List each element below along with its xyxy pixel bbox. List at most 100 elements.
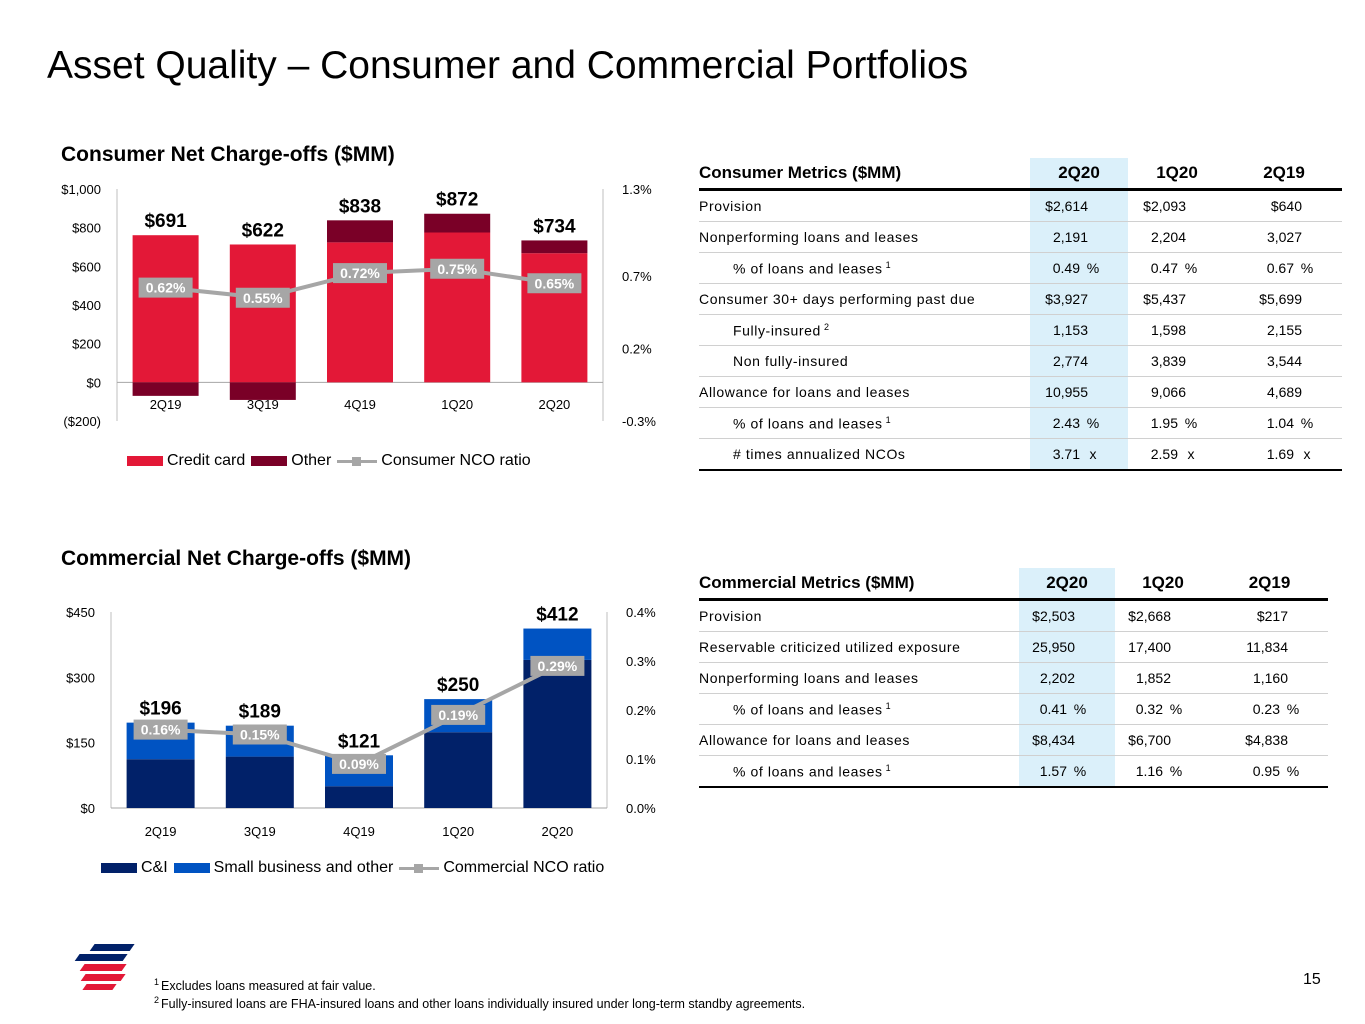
table-header-2q19: 2Q19 — [1226, 158, 1342, 191]
row-value: $5,699 — [1226, 283, 1342, 315]
nco-ratio-label: 0.72% — [340, 265, 380, 281]
row-value: $2,503 — [1019, 599, 1115, 632]
bank-flag-logo-icon — [74, 944, 135, 990]
table-row: % of loans and leases 1 0.49% 0.47% 0.67% — [699, 252, 1342, 284]
row-value: 0.23% — [1211, 693, 1328, 725]
bar-segment — [523, 628, 592, 660]
bar-segment — [523, 659, 592, 808]
row-value: 1,598 — [1128, 314, 1226, 346]
bar-segment — [521, 240, 588, 254]
row-label: Allowance for loans and leases — [699, 376, 1030, 408]
row-value: $3,927 — [1030, 283, 1128, 315]
nco-ratio-label: 0.16% — [141, 722, 181, 738]
y-right-tick-label: 0.7% — [622, 269, 652, 284]
nco-ratio-marker — [333, 263, 387, 284]
row-value: $2,668 — [1115, 599, 1211, 632]
x-tick-label: 3Q19 — [244, 824, 276, 839]
y-right-tick-label: -0.3% — [622, 414, 656, 429]
table-row: % of loans and leases 1 2.43% 1.95% 1.04% — [699, 407, 1342, 439]
y-left-tick-label: $400 — [72, 298, 101, 313]
y-left-tick-label: $1,000 — [61, 182, 101, 197]
nco-ratio-marker — [332, 753, 386, 774]
row-value: $217 — [1211, 599, 1328, 632]
nco-ratio-label: 0.19% — [438, 707, 478, 723]
row-value: 1,153 — [1030, 314, 1128, 346]
table-header-label: Commercial Metrics ($MM) — [699, 568, 1019, 601]
nco-ratio-marker — [138, 277, 193, 298]
bar-segment — [229, 244, 296, 383]
row-value: 2,191 — [1030, 221, 1128, 253]
row-value: 2.59 x — [1128, 438, 1226, 471]
nco-ratio-marker — [530, 655, 585, 676]
bar-segment — [132, 382, 199, 396]
row-label: Provision — [699, 599, 1019, 632]
x-tick-label: 4Q19 — [344, 397, 376, 412]
row-value: 1,852 — [1115, 662, 1211, 694]
bar-segment — [424, 232, 491, 383]
legend-other: Other — [251, 452, 331, 470]
y-left-tick-label: $450 — [66, 605, 95, 620]
y-left-tick-label: ($200) — [63, 414, 101, 429]
bar-total-label: $196 — [139, 699, 181, 720]
row-value: $4,838 — [1211, 724, 1328, 756]
row-value: 0.49% — [1030, 252, 1128, 284]
x-tick-label: 2Q19 — [145, 824, 177, 839]
row-label: % of loans and leases 1 — [699, 755, 1019, 788]
bar-segment — [126, 759, 195, 808]
y-right-tick-label: 0.3% — [626, 654, 656, 669]
commercial-chart-legend: C&I Small business and other Commercial … — [101, 859, 610, 877]
bar-segment — [229, 382, 296, 400]
commercial-nco-chart: $450 $300 $150 $0 0.4% 0.3% 0.2% 0.1% 0.0% 2Q19 $1… — [66, 605, 656, 839]
y-right-tick-label: 0.2% — [622, 342, 652, 357]
x-tick-label: 1Q20 — [442, 824, 474, 839]
table-row: Consumer 30+ days performing past due $3,… — [699, 283, 1342, 315]
y-right-tick-label: 1.3% — [622, 182, 652, 197]
table-header-1q20: 1Q20 — [1115, 568, 1211, 601]
table-header-1q20: 1Q20 — [1128, 158, 1226, 191]
legend-c-and-i: C&I — [101, 859, 168, 877]
row-value: 25,950 — [1019, 631, 1115, 663]
row-value: $640 — [1226, 189, 1342, 222]
row-value: 1.57% — [1019, 755, 1115, 788]
row-value: $2,614 — [1030, 189, 1128, 222]
row-label: # times annualized NCOs — [699, 438, 1030, 471]
commercial-chart-title: Commercial Net Charge-offs ($MM) — [61, 547, 412, 570]
y-left-tick-label: $0 — [81, 801, 95, 816]
x-tick-label: 2Q19 — [150, 397, 182, 412]
y-right-tick-label: 0.2% — [626, 703, 656, 718]
nco-ratio-label: 0.75% — [437, 261, 477, 277]
row-value: 0.47% — [1128, 252, 1226, 284]
y-left-tick-label: $300 — [66, 670, 95, 685]
y-left-tick-label: $0 — [87, 375, 101, 390]
row-value: $8,434 — [1019, 724, 1115, 756]
row-value: 2,155 — [1226, 314, 1342, 346]
x-tick-label: 4Q19 — [343, 824, 375, 839]
y-left-tick-label: $150 — [66, 736, 95, 751]
x-tick-label: 3Q19 — [247, 397, 279, 412]
footnote-1: 1 Excludes loans measured at fair value. — [154, 977, 376, 994]
y-right-tick-label: 0.4% — [626, 605, 656, 620]
row-value: 3,027 — [1226, 221, 1342, 253]
row-value: 0.32% — [1115, 693, 1211, 725]
bar-segment — [327, 220, 393, 243]
consumer-nco-chart: $1,000 $800 $600 $400 $200 $0 ($200) 1.3% 0.7% 0.… — [61, 182, 656, 429]
table-row: % of loans and leases 1 1.57% 1.16% 0.95% — [699, 755, 1328, 788]
row-label: Provision — [699, 189, 1030, 222]
table-row: Fully-insured 2 1,153 1,598 2,155 — [699, 314, 1342, 346]
consumer-chart-legend: Credit card Other Consumer NCO ratio — [127, 452, 537, 470]
legend-credit-card: Credit card — [127, 452, 245, 470]
nco-ratio-marker — [133, 719, 188, 740]
row-value: 3.71 x — [1030, 438, 1128, 471]
row-label: Nonperforming loans and leases — [699, 221, 1030, 253]
consumer-chart-title: Consumer Net Charge-offs ($MM) — [61, 143, 395, 166]
nco-ratio-label: 0.62% — [146, 280, 186, 296]
legend-consumer-nco-ratio: Consumer NCO ratio — [337, 452, 531, 470]
page-title: Asset Quality – Consumer and Commercial … — [47, 44, 969, 87]
nco-ratio-marker — [527, 273, 582, 294]
table-row: Allowance for loans and leases $8,434 $6,7… — [699, 724, 1328, 756]
table-row: Allowance for loans and leases 10,955 9,06… — [699, 376, 1342, 408]
bar-segment — [132, 235, 199, 383]
row-value: 1.95% — [1128, 407, 1226, 439]
row-label: Allowance for loans and leases — [699, 724, 1019, 756]
bar-segment — [424, 732, 493, 808]
